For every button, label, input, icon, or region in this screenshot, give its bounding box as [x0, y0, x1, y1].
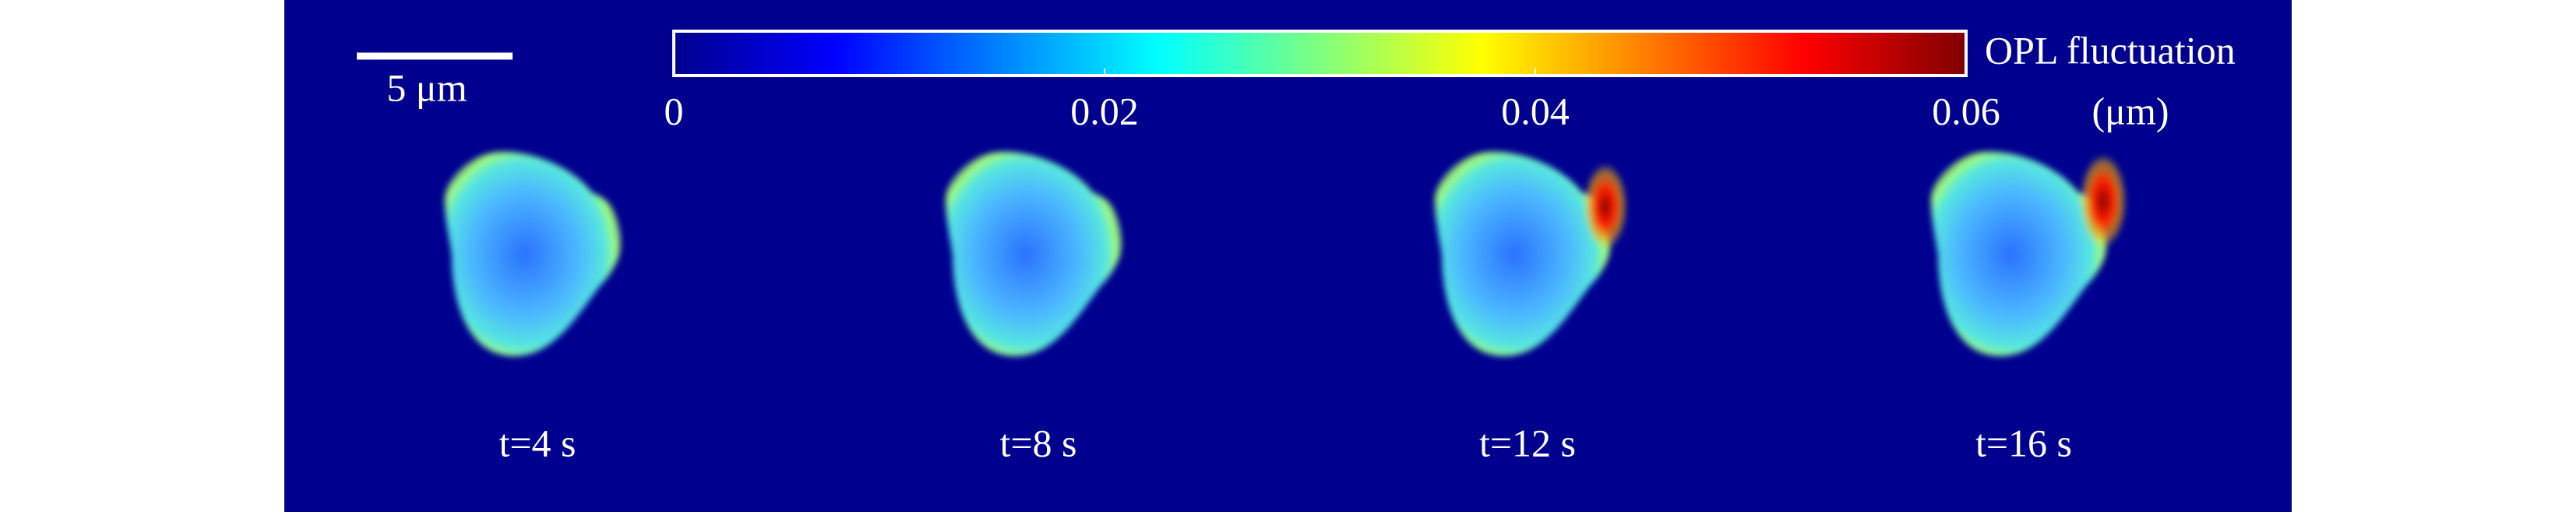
colorbar-label: OPL fluctuation	[1985, 28, 2236, 72]
colorbar-unit: (μm)	[2092, 89, 2169, 132]
cells	[445, 151, 2127, 356]
colorbar-tick-label: 0	[664, 89, 684, 132]
hot-spot	[2080, 154, 2127, 248]
panel-label: t=8 s	[999, 421, 1077, 464]
colorbar-tick-label: 0.02	[1070, 89, 1139, 132]
panel-label: t=12 s	[1479, 421, 1576, 464]
hot-spot	[1584, 164, 1627, 249]
colorbar-tick-label: 0.06	[1932, 89, 2000, 132]
panel-label: t=4 s	[499, 421, 576, 464]
scale-bar-label: 5 μm	[386, 65, 467, 109]
colorbar	[672, 30, 1968, 77]
panel-label: t=16 s	[1975, 421, 2072, 464]
colorbar-tick-label: 0.04	[1501, 89, 1570, 132]
